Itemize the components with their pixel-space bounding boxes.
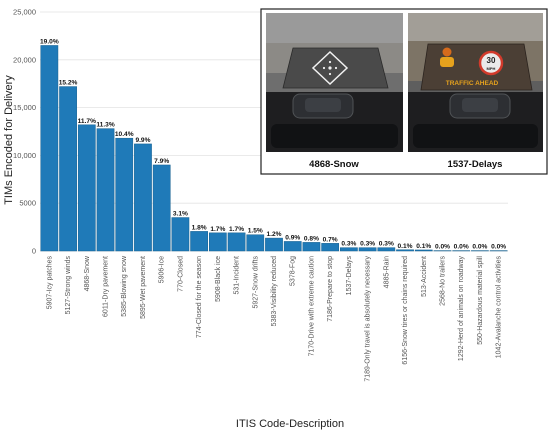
y-tick-label: 0 <box>32 247 36 256</box>
bar <box>227 232 246 252</box>
x-tick-label: 6011-Dry pavement <box>103 256 110 317</box>
x-tick-label: 5895-Wet pavement <box>140 256 147 319</box>
bar <box>302 242 321 252</box>
photo-delays: 30 MPH TRAFFIC AHEAD <box>408 13 543 152</box>
x-tick-label: 1042-Avalanche control activities <box>496 256 503 359</box>
bar <box>208 232 227 252</box>
photo-caption-snow: 4868-Snow <box>309 159 359 170</box>
y-tick-label: 10,000 <box>13 151 36 160</box>
x-tick-label: 5378-Fog <box>290 256 297 286</box>
x-tick-label: 2568-No trailers <box>439 256 446 306</box>
bar-percent-label: 3.1% <box>173 211 188 218</box>
x-tick-label: 5127-Strong winds <box>65 256 72 315</box>
x-tick-label: 7186-Prepare to stop <box>327 256 334 322</box>
bar-percent-label: 1.5% <box>248 228 263 235</box>
bar <box>77 124 96 252</box>
traffic-sign-icon: 30 MPH TRAFFIC AHEAD <box>440 47 504 87</box>
bar <box>59 86 77 252</box>
x-tick-label: 550-Hazardous material spill <box>477 256 484 345</box>
x-tick-label: 5927-Snow drifts <box>252 256 259 309</box>
bar-percent-label: 0.0% <box>472 244 487 251</box>
x-tick-label: 7170-Drive with extreme caution <box>308 256 315 356</box>
x-tick-label: 1537-Delays <box>346 256 353 296</box>
y-tick-label: 5000 <box>19 199 36 208</box>
bar-percent-label: 9.9% <box>135 137 150 144</box>
snowflake-diamond-icon <box>311 50 349 86</box>
bar-percent-label: 0.3% <box>341 241 356 248</box>
bar-percent-label: 11.7% <box>78 118 96 125</box>
bar-percent-label: 15.2% <box>59 80 78 87</box>
bar <box>40 45 59 252</box>
x-tick-label: 5908-Black ice <box>215 256 222 302</box>
bar-percent-label: 0.7% <box>323 236 338 243</box>
x-tick-label: 774-Closed for the season <box>196 256 203 338</box>
bar <box>283 241 302 252</box>
bar-percent-label: 1.7% <box>229 226 244 233</box>
bar <box>340 247 358 252</box>
y-tick-label: 25,000 <box>13 8 36 17</box>
bar <box>134 143 152 252</box>
bar-percent-label: 1.8% <box>192 224 207 231</box>
bar-percent-label: 0.8% <box>304 235 319 242</box>
bar-percent-label: 0.0% <box>491 244 506 251</box>
photo-caption-delays: 1537-Delays <box>448 159 503 170</box>
bar <box>115 137 134 252</box>
x-axis-title: ITIS Code-Description <box>236 418 344 430</box>
y-axis-title: TIMs Encoded for Delivery <box>3 75 15 205</box>
bar <box>265 237 283 252</box>
bar-percent-label: 0.3% <box>379 241 394 248</box>
speed-limit-value: 30 <box>487 56 496 65</box>
x-tick-label: 5907-Icy patches <box>46 256 53 310</box>
bar-percent-label: 0.3% <box>360 241 375 248</box>
y-tick-label: 15,000 <box>13 103 36 112</box>
bar <box>246 234 265 252</box>
y-tick-label: 20,000 <box>13 55 36 64</box>
x-tick-label: 4885-Rain <box>383 256 390 288</box>
bar <box>190 231 208 252</box>
bar-percent-label: 1.7% <box>210 226 225 233</box>
bar-percent-label: 0.0% <box>435 244 450 251</box>
bar <box>321 243 340 252</box>
bars <box>40 45 508 252</box>
bar-percent-label: 19.0% <box>40 38 59 45</box>
x-tick-label: 5385-Blowing snow <box>121 255 128 317</box>
speed-limit-unit: MPH <box>487 66 496 71</box>
bar-percent-label: 7.9% <box>154 158 169 165</box>
x-tick-label: 770-Closed <box>177 256 184 292</box>
bar <box>414 249 433 252</box>
x-axis-ticks: 5907-Icy patches 5127-Strong winds 4868-Sn… <box>46 255 502 382</box>
bar-percent-label: 0.1% <box>416 243 431 250</box>
bar <box>152 164 171 252</box>
traffic-ahead-text: TRAFFIC AHEAD <box>446 80 499 87</box>
bar <box>96 128 115 252</box>
x-tick-label: 1292-Herd of animals on roadway <box>458 256 465 362</box>
x-tick-label: 513-Accident <box>421 256 428 297</box>
x-tick-label: 5383-Visibility reduced <box>271 256 278 326</box>
y-axis-ticks: 0 5000 10,000 15,000 20,000 25,000 <box>13 8 36 256</box>
x-tick-label: 531-Incident <box>234 256 241 295</box>
bar-percent-label: 11.3% <box>96 122 114 129</box>
bar-percent-label: 10.4% <box>115 131 134 138</box>
bar-percent-label: 0.9% <box>285 234 300 241</box>
bar <box>171 217 190 252</box>
bar <box>396 249 414 252</box>
x-tick-label: 6156-Snow tires or chains required <box>402 256 409 365</box>
x-tick-label: 4868-Snow <box>84 255 91 291</box>
bar <box>377 247 396 252</box>
x-tick-label: 7189-Only travel is absolutely necessary <box>365 256 372 382</box>
bar-percent-label: 0.1% <box>398 243 413 250</box>
bar-percent-label: 1.2% <box>266 231 281 238</box>
bar-percent-label: 0.0% <box>454 244 469 251</box>
bar <box>358 247 377 252</box>
inset-photo-panel: 30 MPH TRAFFIC AHEAD 4868-Snow 1537-Dela… <box>260 8 548 175</box>
bar-percent-labels: 19.0% 15.2% 11.7%11.3%10.4%9.9% 7.9% 3.1% 1.8… <box>40 38 506 250</box>
photo-snow <box>266 13 403 152</box>
x-tick-label: 5906-Ice <box>159 256 166 283</box>
